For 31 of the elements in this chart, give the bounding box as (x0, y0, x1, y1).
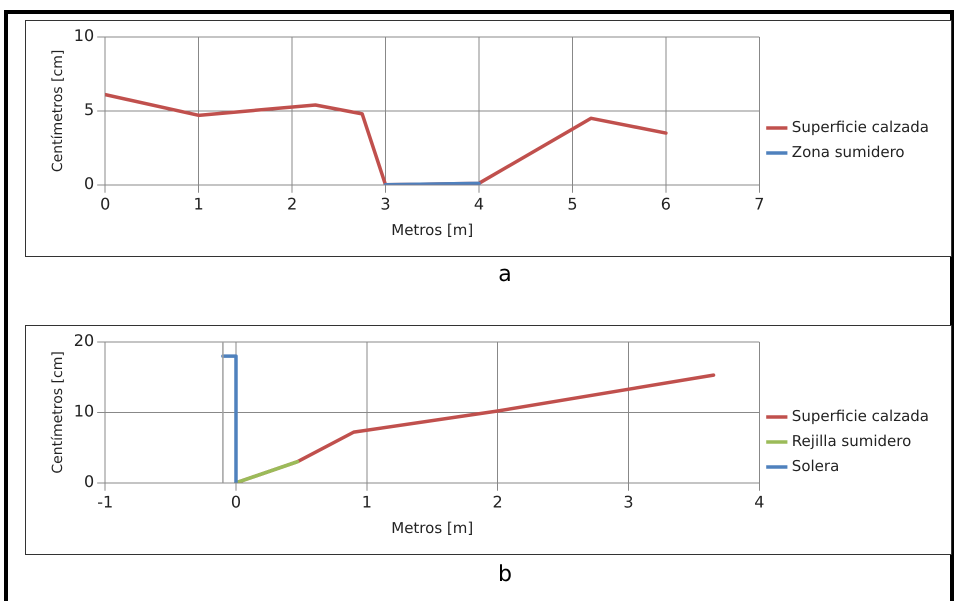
x-tick-label: 1 (362, 492, 372, 512)
x-tick-label: -1 (97, 492, 114, 512)
x-tick-label: 5 (567, 194, 578, 214)
x-axis-title: Metros [m] (391, 518, 474, 537)
y-axis-title: Centímetros [cm] (50, 50, 66, 172)
x-tick-label: 2 (492, 492, 503, 512)
x-tick-label: 7 (754, 194, 764, 214)
y-tick-label: 10 (74, 402, 94, 421)
y-tick-label: 0 (84, 174, 94, 193)
x-axis-title: Metros [m] (391, 220, 474, 239)
x-tick-label: 4 (754, 492, 764, 512)
x-tick-label: 2 (286, 194, 298, 214)
x-tick-label: 3 (380, 194, 391, 214)
x-tick-label: 0 (100, 194, 110, 214)
x-tick-label: 6 (660, 194, 671, 214)
text: a (497, 262, 513, 287)
y-tick-label: 20 (74, 331, 94, 350)
x-tick-label: 0 (230, 492, 242, 512)
y-axis-title: Centímetros [cm] (50, 351, 66, 474)
y-tick-label: 5 (84, 100, 94, 120)
legend-label: Zona sumidero (792, 142, 905, 161)
y-tick-label: 0 (84, 472, 94, 491)
x-tick-label: 3 (623, 492, 634, 512)
legend-label: Superficie calzada (792, 406, 930, 425)
y-tick-label: 10 (74, 26, 94, 46)
x-tick-label: 4 (474, 194, 484, 214)
legend-label: Rejilla sumidero (792, 432, 912, 450)
x-tick-label: 1 (194, 194, 204, 214)
legend-label: Solera (792, 456, 840, 475)
text: b (497, 562, 513, 587)
legend-label: Superficie calzada (792, 118, 930, 136)
